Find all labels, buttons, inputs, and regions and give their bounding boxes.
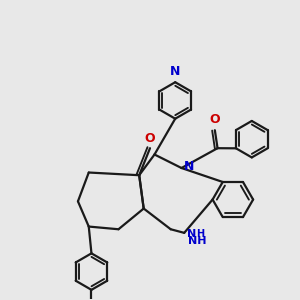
Text: N: N [170, 65, 180, 78]
Text: N: N [184, 160, 195, 173]
Text: O: O [144, 132, 154, 145]
Text: O: O [209, 113, 220, 126]
Text: NH: NH [188, 236, 206, 246]
Text: N: N [187, 229, 196, 238]
Text: H: H [196, 229, 205, 238]
